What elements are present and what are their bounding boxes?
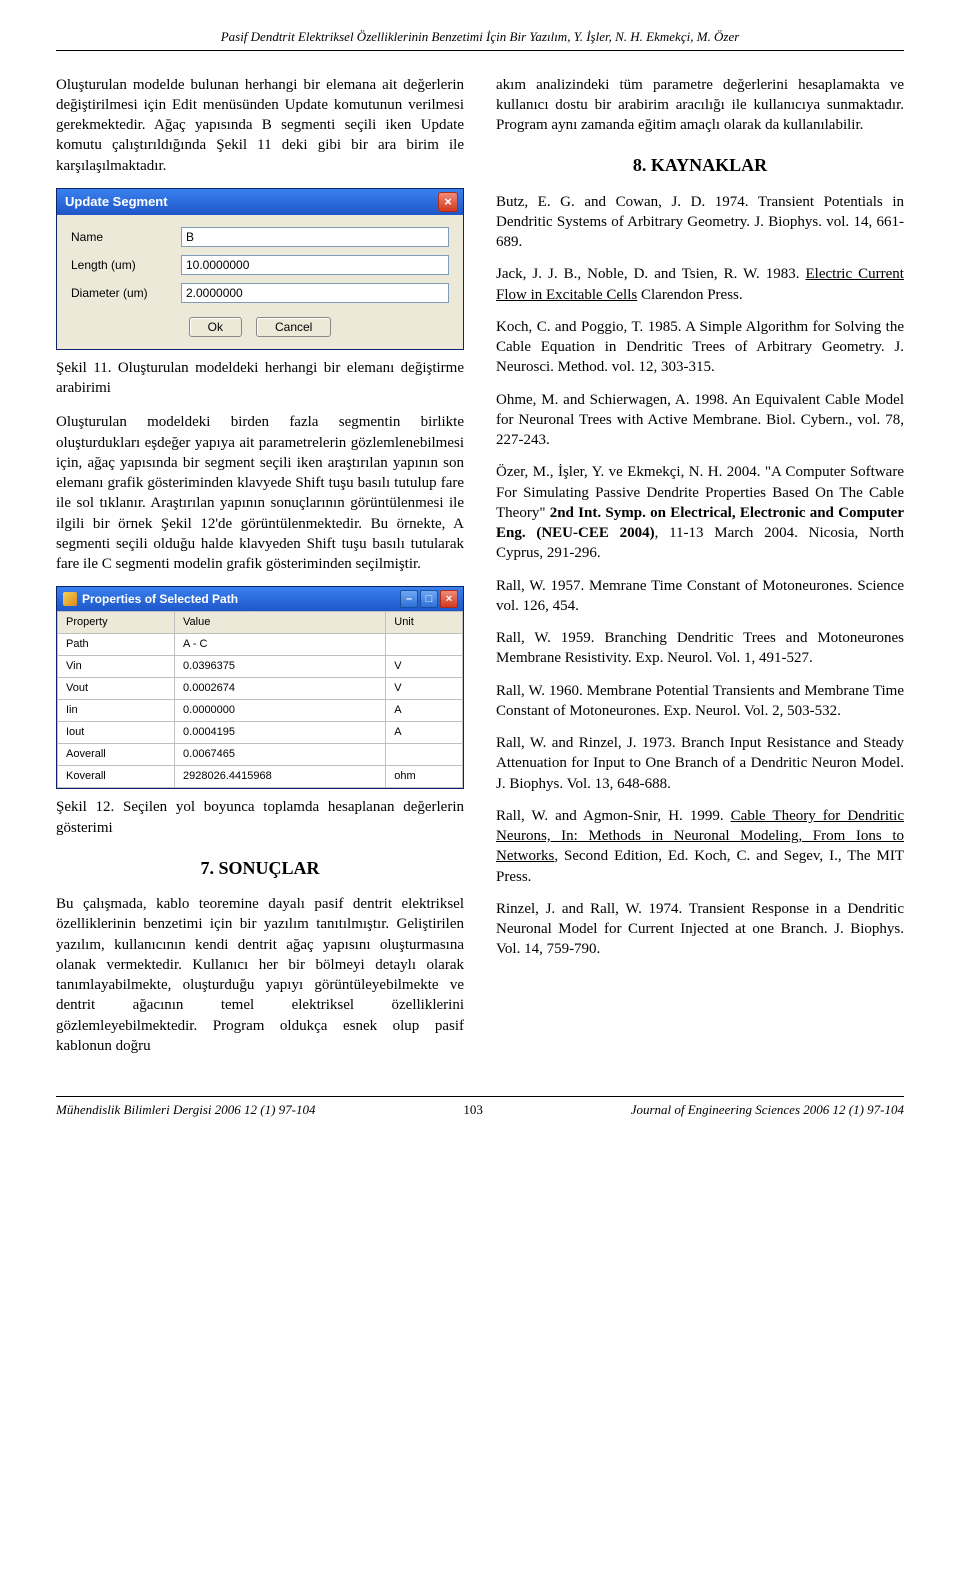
ref-text: Jack, J. J. B., Noble, D. and Tsien, R. … [496, 266, 806, 282]
left-para-3: Bu çalışmada, kablo teoremine dayalı pas… [56, 894, 464, 1056]
table-row: Vin0.0396375V [58, 656, 463, 678]
label-diameter: Diameter (um) [71, 285, 181, 301]
cell: 0.0000000 [175, 700, 386, 722]
reference: Rall, W. 1960. Membrane Potential Transi… [496, 681, 904, 722]
cell: 0.0396375 [175, 656, 386, 678]
table-header-row: Property Value Unit [58, 612, 463, 634]
reference: Rall, W. 1957. Memrane Time Constant of … [496, 576, 904, 617]
ref-text: Clarendon Press. [637, 287, 742, 303]
cell [386, 744, 463, 766]
running-header: Pasif Dendtrit Elektriksel Özelliklerini… [56, 28, 904, 46]
reference: Jack, J. J. B., Noble, D. and Tsien, R. … [496, 264, 904, 305]
close-icon[interactable]: × [438, 192, 458, 212]
ref-text: Rall, W. and Agmon-Snir, H. 1999. [496, 808, 731, 824]
cancel-button[interactable]: Cancel [256, 317, 331, 337]
form-row-length: Length (um) [71, 255, 449, 275]
header-rule [56, 50, 904, 51]
reference: Ohme, M. and Schierwagen, A. 1998. An Eq… [496, 390, 904, 451]
dialog-title: Update Segment [65, 193, 168, 211]
col-unit: Unit [386, 612, 463, 634]
cell: 0.0002674 [175, 678, 386, 700]
label-name: Name [71, 229, 181, 245]
cell [386, 634, 463, 656]
minimize-icon[interactable]: – [400, 590, 418, 608]
reference: Butz, E. G. and Cowan, J. D. 1974. Trans… [496, 192, 904, 253]
cell: Iin [58, 700, 175, 722]
footer-right: Journal of Engineering Sciences 2006 12 … [631, 1101, 904, 1119]
col-property: Property [58, 612, 175, 634]
table-row: Iout0.0004195A [58, 722, 463, 744]
reference: Rall, W. 1959. Branching Dendritic Trees… [496, 628, 904, 669]
update-segment-dialog: Update Segment × Name Length (um) Diamet… [56, 188, 464, 350]
properties-titlebar: Properties of Selected Path – □ × [57, 587, 463, 611]
properties-title: Properties of Selected Path [82, 591, 238, 607]
right-para-1: akım analizindeki tüm parametre değerler… [496, 75, 904, 136]
reference: Koch, C. and Poggio, T. 1985. A Simple A… [496, 317, 904, 378]
reference: Özer, M., İşler, Y. ve Ekmekçi, N. H. 20… [496, 462, 904, 563]
cell: ohm [386, 766, 463, 788]
cell: Path [58, 634, 175, 656]
left-column: Oluşturulan modelde bulunan herhangi bir… [56, 75, 464, 1069]
form-row-diameter: Diameter (um) [71, 283, 449, 303]
cell: A [386, 722, 463, 744]
properties-dialog: Properties of Selected Path – □ × Proper… [56, 586, 464, 789]
page-footer: Mühendislik Bilimleri Dergisi 2006 12 (1… [56, 1096, 904, 1119]
caption-sekil-12: Şekil 12. Seçilen yol boyunca toplamda h… [56, 797, 464, 838]
footer-left: Mühendislik Bilimleri Dergisi 2006 12 (1… [56, 1101, 316, 1119]
app-icon [63, 592, 77, 606]
cell: V [386, 656, 463, 678]
reference: Rall, W. and Rinzel, J. 1973. Branch Inp… [496, 733, 904, 794]
footer-page-number: 103 [463, 1101, 483, 1119]
cell: Vout [58, 678, 175, 700]
content-columns: Oluşturulan modelde bulunan herhangi bir… [56, 75, 904, 1069]
right-column: akım analizindeki tüm parametre değerler… [496, 75, 904, 1069]
section-7-heading: 7. SONUÇLAR [56, 856, 464, 880]
table-row: Iin0.0000000A [58, 700, 463, 722]
cell: Vin [58, 656, 175, 678]
maximize-icon[interactable]: □ [420, 590, 438, 608]
close-icon[interactable]: × [440, 590, 458, 608]
cell: 2928026.4415968 [175, 766, 386, 788]
input-diameter[interactable] [181, 283, 449, 303]
properties-tbody: PathA - C Vin0.0396375V Vout0.0002674V I… [58, 634, 463, 788]
input-length[interactable] [181, 255, 449, 275]
caption-sekil-11: Şekil 11. Oluşturulan modeldeki herhangi… [56, 358, 464, 399]
table-row: PathA - C [58, 634, 463, 656]
reference: Rinzel, J. and Rall, W. 1974. Transient … [496, 899, 904, 960]
cell: V [386, 678, 463, 700]
form-row-name: Name [71, 227, 449, 247]
col-value: Value [175, 612, 386, 634]
cell: 0.0067465 [175, 744, 386, 766]
cell: Aoverall [58, 744, 175, 766]
dialog-body: Name Length (um) Diameter (um) Ok Cancel [57, 215, 463, 349]
left-para-2: Oluşturulan modeldeki birden fazla segme… [56, 412, 464, 574]
left-para-1: Oluşturulan modelde bulunan herhangi bir… [56, 75, 464, 176]
section-8-heading: 8. KAYNAKLAR [496, 153, 904, 177]
ref-text: , Second Edition, Ed. Koch, C. and Segev… [496, 848, 904, 884]
table-row: Koverall2928026.4415968ohm [58, 766, 463, 788]
cell: 0.0004195 [175, 722, 386, 744]
cell: Iout [58, 722, 175, 744]
properties-table: Property Value Unit PathA - C Vin0.03963… [57, 611, 463, 788]
table-row: Aoverall0.0067465 [58, 744, 463, 766]
cell: Koverall [58, 766, 175, 788]
cell: A - C [175, 634, 386, 656]
input-name[interactable] [181, 227, 449, 247]
table-row: Vout0.0002674V [58, 678, 463, 700]
dialog-button-row: Ok Cancel [71, 311, 449, 337]
dialog-titlebar: Update Segment × [57, 189, 463, 215]
ok-button[interactable]: Ok [189, 317, 242, 337]
reference: Rall, W. and Agmon-Snir, H. 1999. Cable … [496, 806, 904, 887]
cell: A [386, 700, 463, 722]
label-length: Length (um) [71, 257, 181, 273]
